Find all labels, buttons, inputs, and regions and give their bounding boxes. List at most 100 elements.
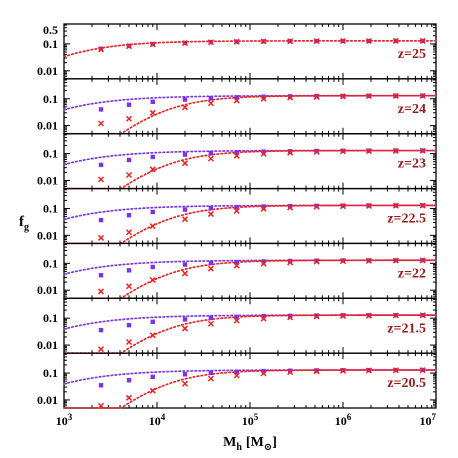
data-point-red [365,312,372,319]
data-point-red [181,160,189,167]
data-point-red [419,367,426,374]
cross-stroke [125,283,133,290]
cross-stroke [287,94,294,101]
panel-frame [63,133,437,190]
redshift-label: z=24 [398,102,426,117]
cross-stroke [149,332,156,339]
cross-stroke [339,258,347,265]
data-point-purple [98,273,104,278]
data-point-red [125,43,133,50]
x-axis-unit-open: [M [246,435,264,450]
data-point-red [125,283,133,290]
x-tick-label: 106 [335,412,352,428]
cross-stroke [260,260,267,267]
x-axis-label: Mh [M⊙] [223,435,277,453]
cross-stroke [97,176,105,183]
x-axis-tick-labels: 103 104 105 106 107 [56,412,437,428]
redshift-label: z=21.5 [387,321,426,336]
data-point-red [287,204,294,211]
data-point-red [233,317,240,324]
panel-frame [63,23,437,80]
cross-stroke [419,147,426,154]
data-point-purple [287,203,293,209]
y-tick-label: 0.01 [37,228,58,242]
cross-stroke [181,160,189,167]
data-point-red [339,312,347,319]
cross-stroke [313,93,320,100]
cross-stroke [97,346,105,353]
data-point-red [207,375,214,382]
data-point-purple [126,268,132,273]
panel-1: 0.1 0.01 z=24 [37,78,437,135]
data-point-red [313,93,320,100]
cross-stroke [339,367,347,374]
fit-curve-red [63,149,437,190]
cross-stroke [181,325,189,332]
panel-frame [63,352,437,409]
redshift-label: z=23 [398,157,426,172]
data-point-red [260,315,267,322]
data-point-red [419,202,426,209]
data-point-red [392,92,399,99]
panel-6: 0.1 0.01 z=20.5 [37,352,437,409]
data-point-purple [261,259,266,264]
data-point-red [419,37,426,44]
data-point-red [287,149,294,156]
cross-stroke [287,149,294,156]
y-tick-label: 0.1 [43,311,58,325]
cross-stroke [392,202,399,209]
data-point-purple [234,259,239,265]
panel-frame [63,187,437,245]
data-point-red [233,152,240,159]
cross-stroke [339,312,347,319]
data-point-purple [182,262,188,267]
cross-stroke [125,171,133,179]
data-point-red [207,320,214,327]
data-point-red [207,155,214,162]
x-axis-unit-subscript: ⊙ [264,442,272,453]
data-point-red [260,370,267,377]
data-point-red [97,402,105,409]
data-point-red [365,257,372,264]
fit-curve-red [63,314,437,354]
x-axis-unit-close: ] [272,435,277,450]
cross-stroke [181,216,189,223]
data-point-red [125,229,133,236]
data-point-red [181,325,189,332]
data-point-red [339,258,347,265]
data-point-purple [208,95,214,101]
fit-curve-red [63,369,437,409]
x-tick-label-exponent: 7 [432,412,437,422]
y-tick-label: 0.1 [43,256,58,270]
fit-curve-red [63,39,437,58]
data-point-red [287,369,294,376]
y-tick-label: 0.01 [37,283,58,297]
cross-stroke [149,387,156,394]
cross-stroke [233,262,240,269]
cross-stroke [287,38,294,45]
data-point-purple [150,99,155,105]
y-tick-label: 0.01 [37,338,58,352]
cross-stroke [125,229,133,236]
data-point-red [181,104,189,111]
cross-stroke [207,100,214,107]
data-point-red [97,346,105,353]
cross-stroke [313,148,320,155]
cross-stroke [392,312,399,319]
data-point-purple [182,97,188,102]
data-point-purple [287,313,293,319]
data-point-red [149,109,156,116]
data-point-purple [182,207,188,212]
cross-stroke [233,207,240,214]
cross-stroke [419,257,426,264]
data-point-purple [126,213,132,218]
cross-stroke [260,315,267,322]
panel-4: 0.1 0.01 z=22 [37,242,437,300]
data-point-purple [150,264,155,270]
x-tick-label-base: 10 [56,414,68,428]
panel-2: 0.1 0.01 z=23 [37,133,437,190]
data-point-red [287,94,294,101]
data-point-red [125,338,133,346]
cross-stroke [125,394,133,401]
